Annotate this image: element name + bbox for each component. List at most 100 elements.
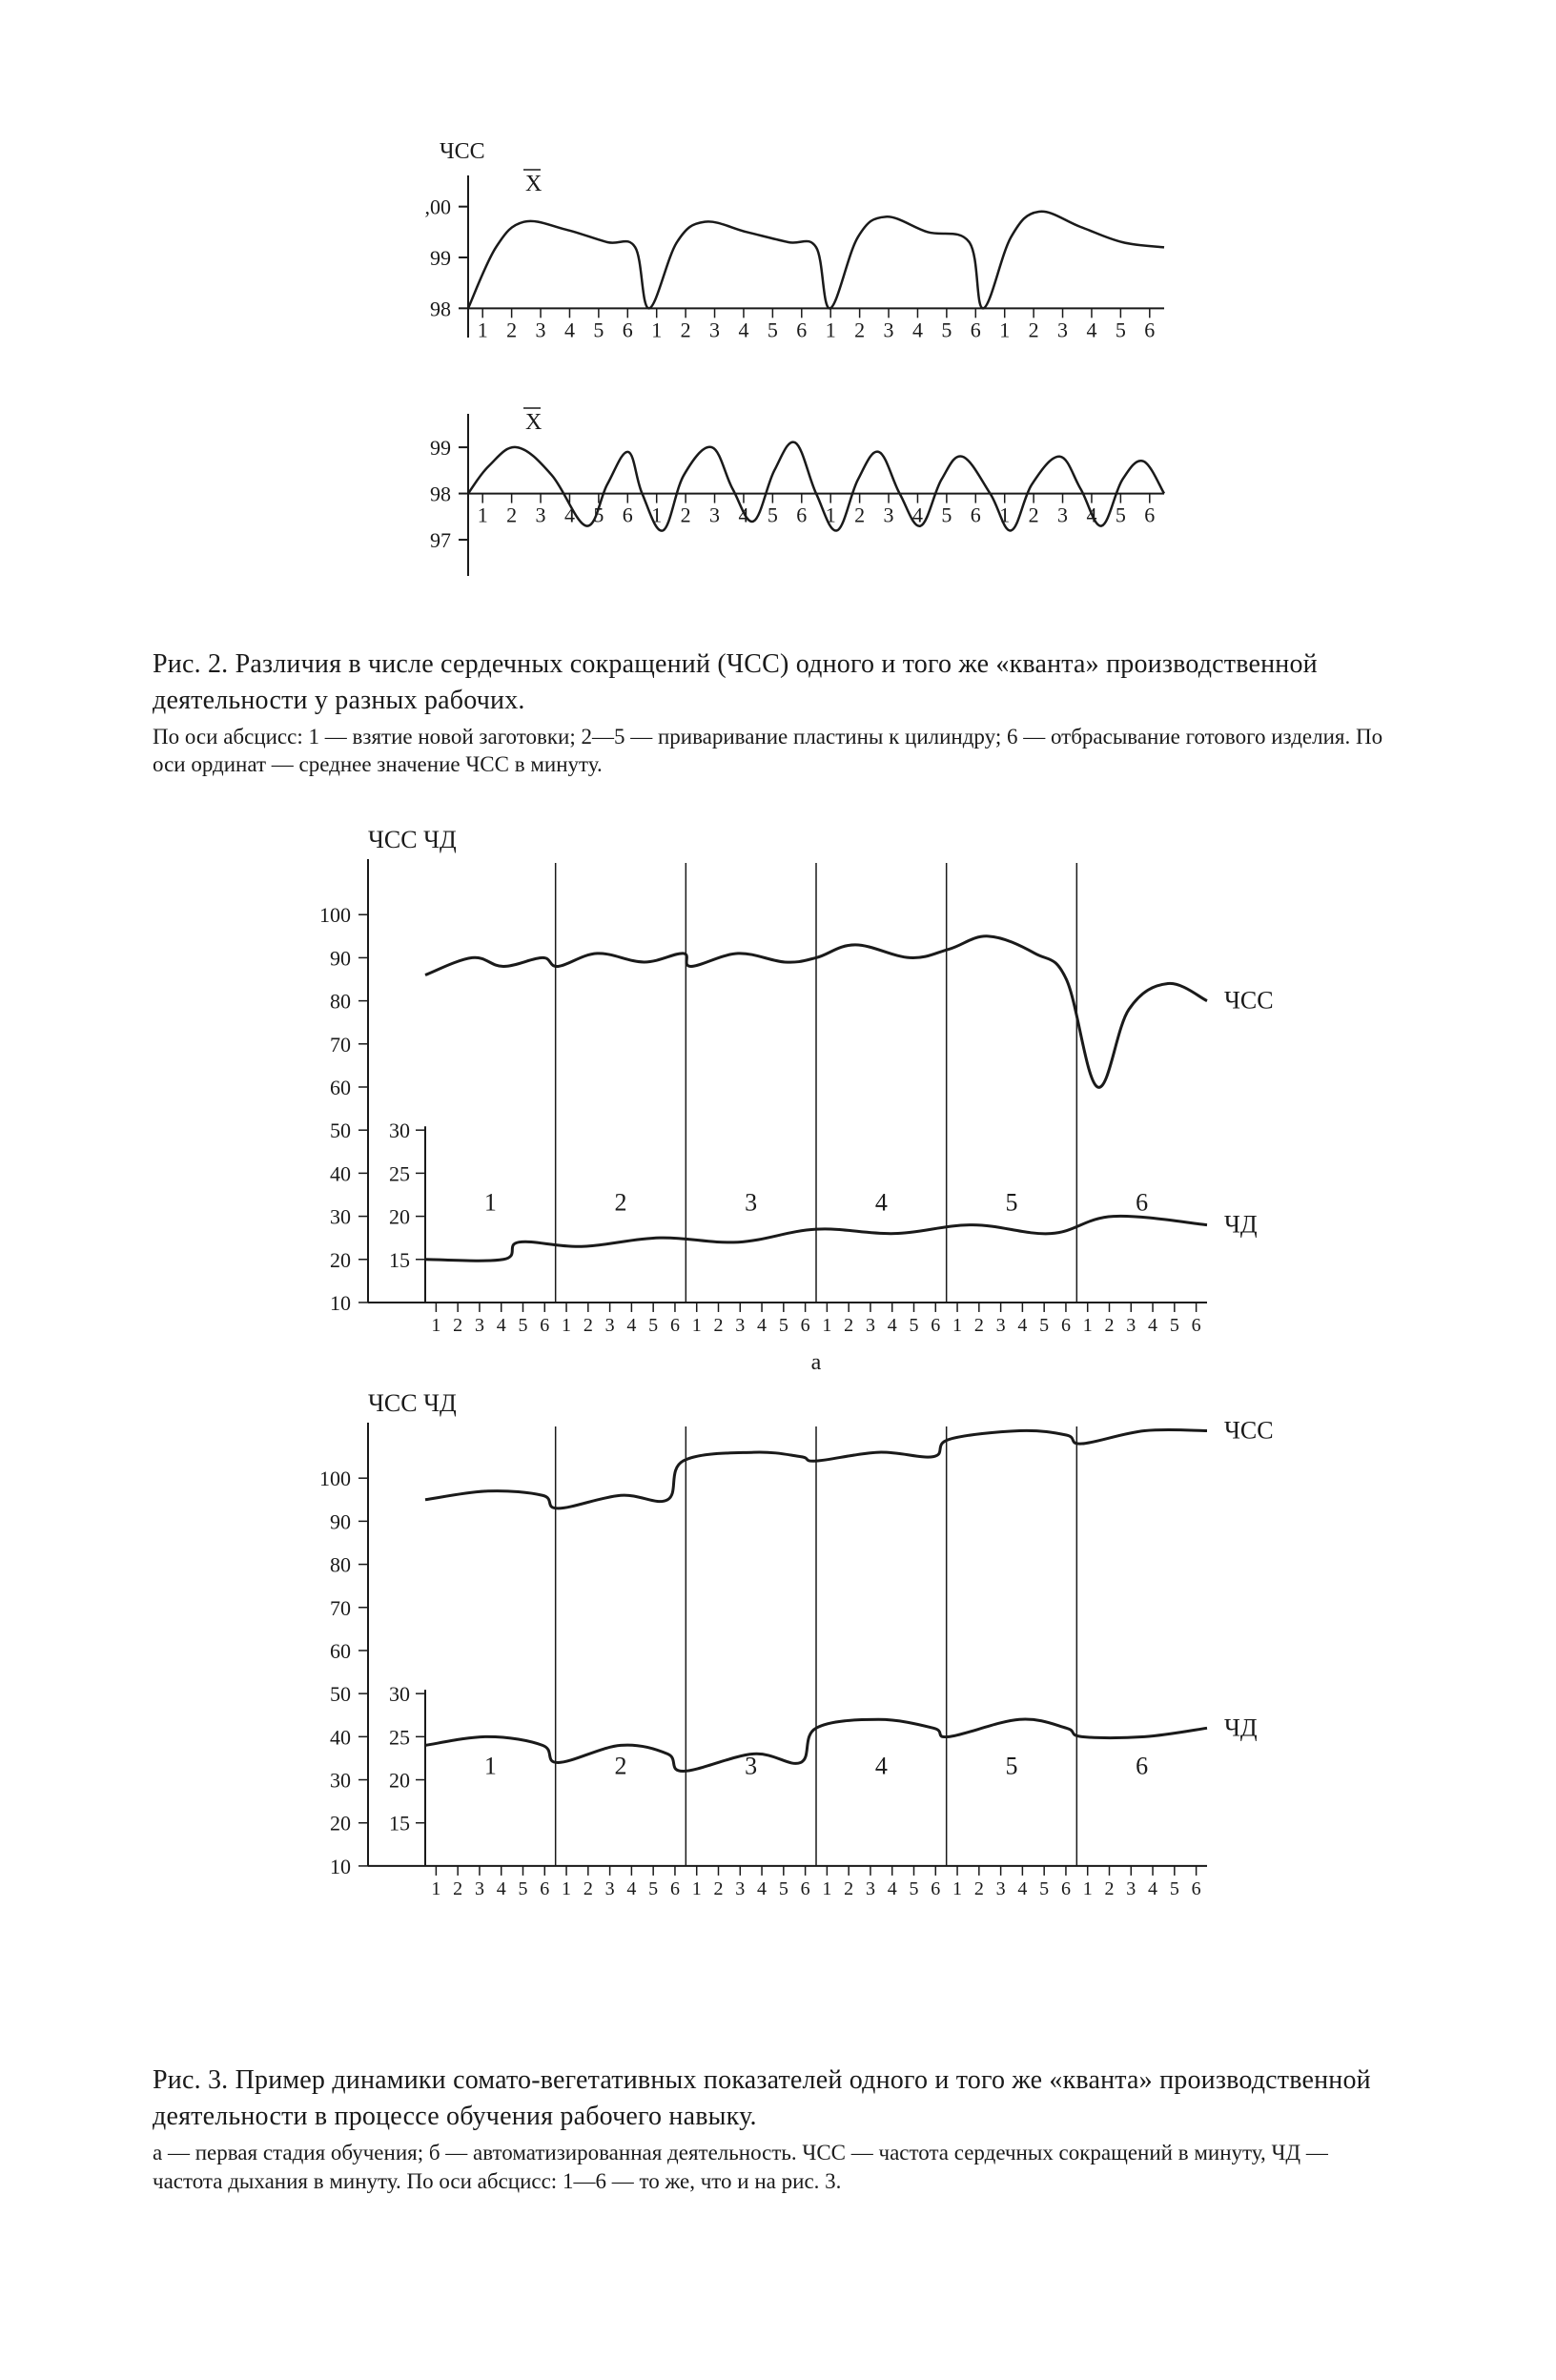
svg-text:1: 1 (822, 1878, 831, 1899)
svg-text:6: 6 (1144, 318, 1155, 341)
page: ЧСС9899,00123456123456123456123456X97989… (0, 0, 1556, 2380)
svg-text:15: 15 (389, 1248, 410, 1272)
svg-text:5: 5 (768, 503, 778, 527)
svg-text:2: 2 (584, 1878, 593, 1899)
figure-2-caption-main: Рис. 2. Различия в числе сердечных сокра… (153, 646, 1403, 719)
svg-text:ЧСС ЧД: ЧСС ЧД (368, 826, 457, 853)
svg-text:1: 1 (651, 318, 662, 341)
svg-text:2: 2 (453, 1878, 462, 1899)
svg-text:4: 4 (1148, 1878, 1157, 1899)
svg-text:3: 3 (709, 503, 720, 527)
svg-text:2: 2 (844, 1878, 853, 1899)
svg-text:3: 3 (709, 318, 720, 341)
svg-text:ЧСС: ЧСС (1224, 1417, 1274, 1445)
svg-text:3: 3 (996, 1878, 1006, 1899)
svg-text:2: 2 (615, 1753, 627, 1780)
svg-text:3: 3 (1057, 503, 1068, 527)
svg-text:60: 60 (330, 1076, 351, 1099)
svg-text:4: 4 (888, 1315, 897, 1336)
svg-text:2: 2 (681, 503, 691, 527)
svg-text:2: 2 (681, 318, 691, 341)
svg-text:5: 5 (1170, 1878, 1179, 1899)
svg-text:3: 3 (1126, 1878, 1136, 1899)
svg-text:5: 5 (1116, 503, 1126, 527)
svg-text:5: 5 (779, 1878, 788, 1899)
svg-text:2: 2 (584, 1315, 593, 1336)
svg-text:X: X (525, 172, 542, 196)
svg-text:70: 70 (330, 1596, 351, 1620)
svg-text:1: 1 (484, 1753, 497, 1780)
svg-text:6: 6 (1192, 1878, 1201, 1899)
svg-text:6: 6 (971, 318, 981, 341)
svg-text:3: 3 (605, 1878, 615, 1899)
svg-text:30: 30 (330, 1205, 351, 1229)
svg-text:4: 4 (1017, 1878, 1027, 1899)
svg-text:4: 4 (1148, 1315, 1157, 1336)
svg-text:15: 15 (389, 1812, 410, 1836)
svg-text:6: 6 (670, 1878, 680, 1899)
svg-text:3: 3 (1126, 1315, 1136, 1336)
svg-text:ЧСС ЧД: ЧСС ЧД (368, 1389, 457, 1417)
svg-text:3: 3 (884, 503, 894, 527)
svg-text:25: 25 (389, 1162, 410, 1186)
svg-text:2: 2 (714, 1878, 724, 1899)
svg-text:3: 3 (866, 1878, 875, 1899)
figure-3: ЧСС ЧД1020304050607080901001520253012345… (153, 806, 1403, 2195)
svg-text:5: 5 (1039, 1878, 1049, 1899)
svg-text:5: 5 (1116, 318, 1126, 341)
svg-text:6: 6 (1061, 1878, 1071, 1899)
svg-text:80: 80 (330, 990, 351, 1014)
svg-text:90: 90 (330, 1510, 351, 1534)
svg-text:5: 5 (519, 1315, 528, 1336)
svg-text:10: 10 (330, 1291, 351, 1315)
svg-text:6: 6 (1136, 1189, 1148, 1217)
svg-text:2: 2 (714, 1315, 724, 1336)
svg-text:5: 5 (941, 503, 952, 527)
svg-text:5: 5 (648, 1878, 658, 1899)
svg-text:3: 3 (996, 1315, 1006, 1336)
svg-text:1: 1 (952, 1315, 962, 1336)
svg-text:4: 4 (1086, 318, 1096, 341)
svg-text:4: 4 (626, 1878, 636, 1899)
svg-text:6: 6 (801, 1878, 810, 1899)
svg-text:2: 2 (1105, 1878, 1115, 1899)
svg-text:20: 20 (330, 1812, 351, 1836)
svg-text:2: 2 (854, 503, 865, 527)
svg-text:2: 2 (615, 1189, 627, 1217)
svg-text:6: 6 (796, 503, 807, 527)
svg-text:2: 2 (974, 1315, 984, 1336)
svg-text:2: 2 (1105, 1315, 1115, 1336)
svg-text:1: 1 (562, 1315, 571, 1336)
svg-text:20: 20 (330, 1248, 351, 1272)
svg-text:1: 1 (1083, 1315, 1093, 1336)
svg-text:99: 99 (430, 246, 451, 270)
svg-text:1: 1 (692, 1315, 702, 1336)
svg-text:1: 1 (826, 318, 836, 341)
svg-text:98: 98 (430, 297, 451, 320)
figure-2-caption-sub: По оси абсцисс: 1 — взятие новой заготов… (153, 723, 1403, 780)
svg-text:3: 3 (475, 1878, 484, 1899)
svg-text:2: 2 (453, 1315, 462, 1336)
svg-text:ЧСС: ЧСС (1224, 987, 1274, 1015)
svg-text:3: 3 (735, 1315, 745, 1336)
svg-text:5: 5 (768, 318, 778, 341)
svg-text:1: 1 (484, 1189, 497, 1217)
svg-text:5: 5 (648, 1315, 658, 1336)
svg-text:4: 4 (497, 1878, 506, 1899)
svg-text:60: 60 (330, 1639, 351, 1663)
svg-text:5: 5 (1039, 1315, 1049, 1336)
svg-text:4: 4 (912, 318, 923, 341)
svg-text:3: 3 (745, 1189, 757, 1217)
svg-text:6: 6 (623, 318, 633, 341)
svg-text:1: 1 (431, 1315, 440, 1336)
svg-text:30: 30 (389, 1119, 410, 1143)
svg-text:1: 1 (826, 503, 836, 527)
svg-text:20: 20 (389, 1205, 410, 1229)
svg-text:6: 6 (1144, 503, 1155, 527)
figure-2-svg: ЧСС9899,00123456123456123456123456X97989… (277, 114, 1279, 629)
svg-text:3: 3 (536, 318, 546, 341)
svg-text:40: 40 (330, 1726, 351, 1750)
svg-text:5: 5 (910, 1878, 919, 1899)
svg-text:4: 4 (888, 1878, 897, 1899)
svg-text:50: 50 (330, 1683, 351, 1707)
